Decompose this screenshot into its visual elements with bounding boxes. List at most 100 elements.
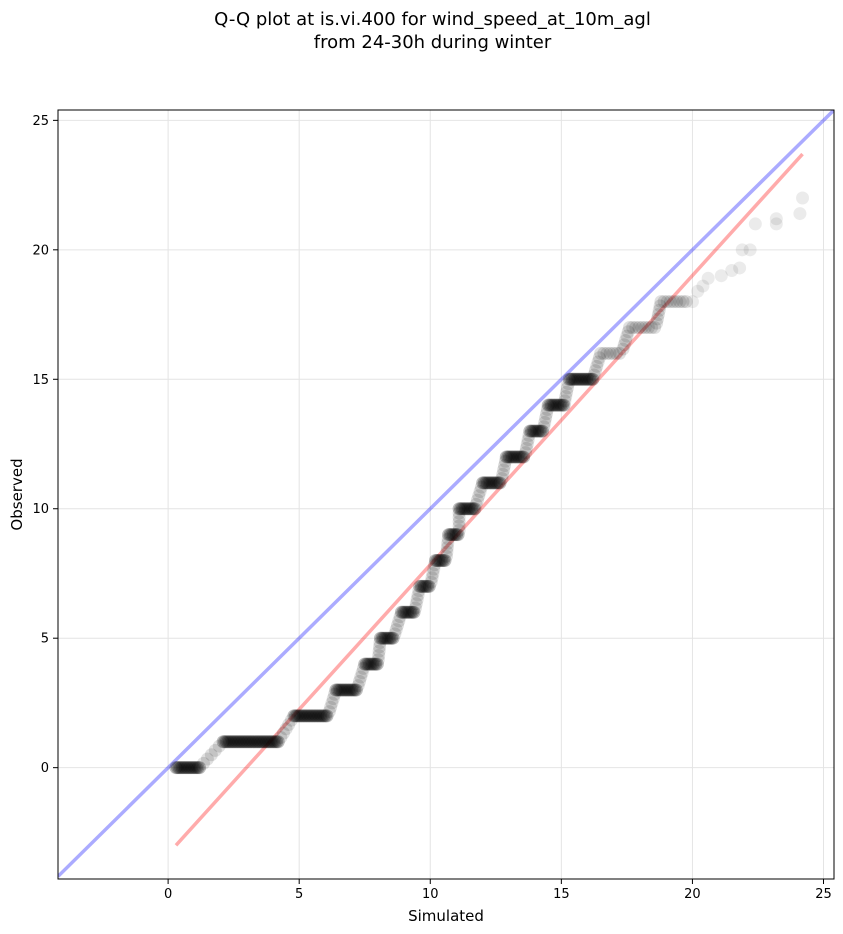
data-point [241, 735, 255, 749]
data-point [519, 446, 533, 460]
data-point [257, 735, 271, 749]
data-point [435, 554, 449, 568]
data-point [451, 528, 465, 542]
data-point [440, 541, 454, 555]
data-point [260, 735, 274, 749]
data-point [793, 207, 807, 221]
data-point [328, 687, 342, 701]
data-point [340, 683, 354, 697]
data-point [413, 579, 427, 593]
data-point [175, 761, 189, 775]
data-point [284, 713, 298, 727]
data-point [351, 679, 365, 693]
data-point [565, 372, 579, 386]
data-point [452, 510, 466, 524]
data-point [501, 450, 515, 464]
data-point [651, 308, 665, 322]
data-point [667, 295, 681, 309]
data-point [227, 735, 241, 749]
data-point [529, 424, 543, 438]
chart-title-block: Q-Q plot at is.vi.400 for wind_speed_at_… [0, 8, 843, 54]
data-point [172, 761, 186, 775]
data-point [609, 346, 623, 360]
data-point [487, 476, 501, 490]
chart-title: Q-Q plot at is.vi.400 for wind_speed_at_… [214, 9, 651, 30]
data-point [590, 359, 604, 373]
data-point [429, 554, 443, 568]
data-point [573, 372, 587, 386]
data-point [433, 554, 447, 568]
data-point [221, 735, 235, 749]
data-point [366, 657, 380, 671]
data-point [485, 476, 499, 490]
data-point [591, 355, 605, 369]
y-tick-label: 15 [32, 373, 49, 388]
data-point [498, 454, 512, 468]
data-point [367, 657, 381, 671]
data-point [570, 372, 584, 386]
data-point [448, 528, 462, 542]
data-point [373, 636, 387, 650]
data-point [504, 450, 518, 464]
data-point [373, 640, 387, 654]
data-point [332, 683, 346, 697]
data-point [541, 398, 555, 412]
data-point [233, 735, 247, 749]
data-point [421, 579, 435, 593]
data-point [276, 726, 290, 740]
data-point [401, 605, 415, 619]
data-point [315, 709, 329, 723]
data-point [318, 709, 332, 723]
data-point [314, 709, 328, 723]
x-tick-label: 15 [553, 887, 570, 902]
data-point [441, 536, 455, 550]
data-point [561, 377, 575, 391]
data-point [654, 295, 668, 309]
data-point [583, 372, 597, 386]
data-point [619, 333, 633, 347]
data-point [188, 761, 202, 775]
data-point [452, 523, 466, 537]
data-point [513, 450, 527, 464]
data-point [356, 661, 370, 675]
data-point [548, 398, 562, 412]
x-axis-label: Simulated [408, 907, 484, 925]
data-point [334, 683, 348, 697]
data-point [603, 346, 617, 360]
data-point [638, 320, 652, 334]
data-point [304, 709, 318, 723]
data-point [539, 411, 553, 425]
data-point [422, 579, 436, 593]
data-point [520, 437, 534, 451]
data-point [648, 320, 662, 334]
data-point [322, 705, 336, 719]
data-point [440, 545, 454, 559]
data-point [255, 735, 269, 749]
data-point [562, 372, 576, 386]
data-point [338, 683, 352, 697]
data-point [613, 346, 627, 360]
data-point [389, 623, 403, 637]
data-point [540, 402, 554, 416]
data-point [268, 735, 282, 749]
data-point [369, 657, 383, 671]
data-point [442, 528, 456, 542]
data-point [477, 476, 491, 490]
data-point [528, 424, 542, 438]
data-point [378, 631, 392, 645]
data-point [462, 502, 476, 516]
data-point [312, 709, 326, 723]
data-point [230, 735, 244, 749]
data-point [229, 735, 243, 749]
data-point [249, 735, 263, 749]
data-point [287, 709, 301, 723]
x-tick-label: 10 [422, 887, 439, 902]
data-point [289, 709, 303, 723]
data-point [733, 261, 747, 275]
data-point [301, 709, 315, 723]
data-point [652, 303, 666, 317]
data-point [348, 683, 362, 697]
data-point [557, 398, 571, 412]
quantile-points [169, 191, 810, 775]
data-point [679, 295, 693, 309]
